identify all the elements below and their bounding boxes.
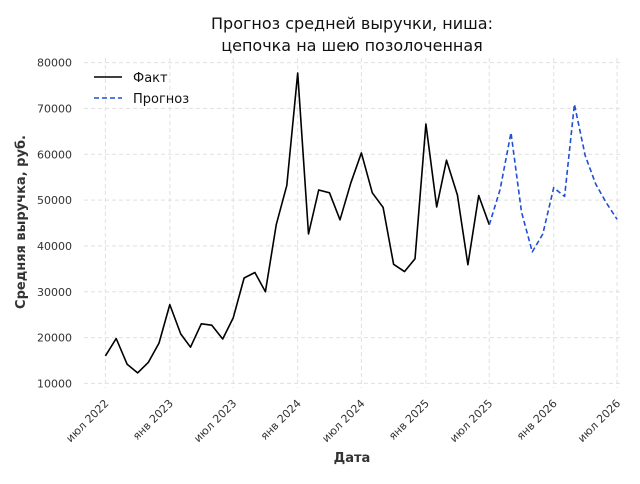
x-tick-label-2: июл 2023 [191, 397, 239, 445]
y-tick-label-1: 20000 [37, 332, 72, 345]
legend-label-1: Прогноз [133, 92, 189, 107]
y-tick-label-2: 30000 [37, 286, 72, 299]
chart-title-line-2: цепочка на шею позолоченная [221, 36, 483, 55]
x-tick-label-0: июл 2022 [63, 397, 111, 445]
x-tick-label-7: янв 2026 [514, 397, 560, 443]
grid [84, 58, 622, 388]
x-tick-label-1: янв 2023 [130, 397, 176, 443]
x-axis-ticks: июл 2022 янв 2023 июл 2023 янв 2024 июл 2024… [63, 397, 623, 445]
y-axis-title: Средняя выручка, руб. [14, 135, 29, 309]
y-tick-label-7: 80000 [37, 57, 72, 70]
x-tick-label-3: янв 2024 [258, 397, 304, 443]
x-tick-label-6: июл 2025 [447, 397, 495, 445]
x-axis-title: Дата [334, 451, 371, 466]
series-lines [104, 72, 618, 374]
legend: Факт Прогноз [94, 71, 189, 107]
y-tick-label-3: 40000 [37, 240, 72, 253]
chart-title-line-1: Прогноз средней выручки, ниша: [211, 14, 493, 33]
series-line-forecast [488, 103, 618, 253]
legend-label-0: Факт [133, 71, 168, 86]
y-tick-label-6: 70000 [37, 102, 72, 115]
x-tick-label-8: июл 2026 [575, 397, 623, 445]
y-axis-ticks: 10000 20000 30000 40000 50000 60000 70000 80000 [37, 57, 72, 391]
x-tick-label-5: янв 2025 [386, 397, 432, 443]
y-tick-label-4: 50000 [37, 194, 72, 207]
x-tick-label-4: июл 2024 [319, 397, 367, 445]
y-tick-label-5: 60000 [37, 148, 72, 161]
y-tick-label-0: 10000 [37, 377, 72, 390]
chart-title: Прогноз средней выручки, ниша: цепочка н… [211, 14, 493, 55]
series-line-fact [104, 72, 491, 374]
